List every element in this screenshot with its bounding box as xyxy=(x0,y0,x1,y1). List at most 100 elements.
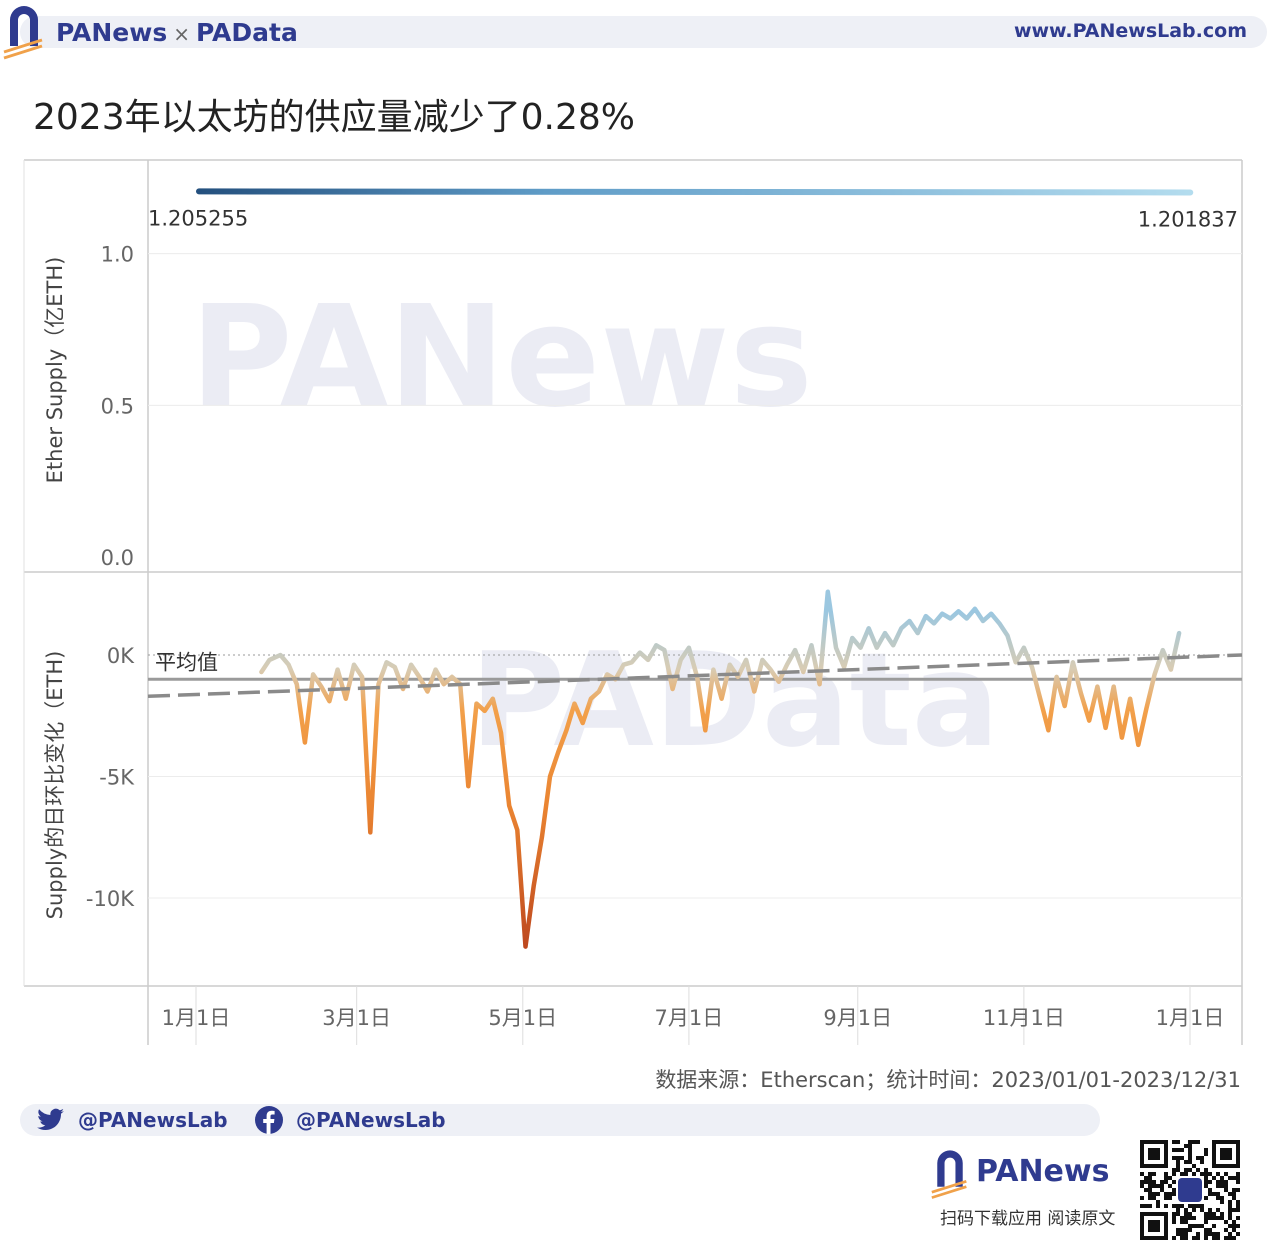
brand-panews: PANews xyxy=(56,18,168,47)
bottom-y-tick-label: -10K xyxy=(86,887,135,911)
qr-module xyxy=(1188,1148,1192,1152)
qr-module xyxy=(1168,1196,1172,1200)
qr-module xyxy=(1220,1216,1224,1220)
qr-module xyxy=(1192,1216,1196,1220)
qr-module xyxy=(1196,1224,1200,1228)
qr-module xyxy=(1176,1168,1180,1172)
qr-module xyxy=(1236,1208,1240,1212)
qr-code-icon[interactable] xyxy=(1140,1140,1240,1240)
qr-module xyxy=(1176,1228,1180,1232)
qr-module xyxy=(1192,1164,1196,1168)
bottom-y-axis-label: Supply的日环比变化（ETH) xyxy=(43,651,67,920)
qr-module xyxy=(1232,1196,1236,1200)
qr-module xyxy=(1176,1164,1180,1168)
qr-module xyxy=(1212,1192,1216,1196)
header-bar xyxy=(20,16,1267,48)
qr-module xyxy=(1204,1172,1208,1176)
daily-change-panel: 0K -5K -10K 平均值 xyxy=(86,589,1243,949)
qr-module xyxy=(1188,1168,1192,1172)
panews-logo-icon xyxy=(931,1150,967,1199)
qr-module xyxy=(1164,1176,1168,1180)
qr-module xyxy=(1184,1212,1188,1216)
qr-module xyxy=(1216,1184,1220,1188)
svg-text:PANews: PANews xyxy=(190,276,813,439)
qr-module xyxy=(1212,1176,1216,1180)
qr-module xyxy=(1192,1172,1196,1176)
qr-module xyxy=(1180,1172,1184,1176)
x-tick-label: 11月1日 xyxy=(983,1006,1065,1030)
qr-module xyxy=(1164,1192,1168,1196)
qr-module xyxy=(1184,1144,1188,1148)
qr-module xyxy=(1236,1224,1240,1228)
qr-module xyxy=(1228,1216,1232,1220)
qr-module xyxy=(1148,1196,1152,1200)
site-link[interactable]: www.PANewsLab.com xyxy=(1013,20,1247,42)
qr-module xyxy=(1156,1192,1160,1196)
x-tick-label: 1月1日 xyxy=(1156,1006,1225,1030)
qr-module xyxy=(1216,1196,1220,1200)
twitter-icon xyxy=(36,1106,66,1134)
qr-module xyxy=(1208,1188,1212,1192)
qr-module xyxy=(1220,1184,1224,1188)
qr-module xyxy=(1208,1192,1212,1196)
qr-module xyxy=(1148,1172,1152,1176)
watermark: PANews PAData xyxy=(190,276,999,776)
qr-module xyxy=(1188,1152,1192,1156)
qr-module xyxy=(1200,1224,1204,1228)
qr-module xyxy=(1180,1232,1184,1236)
brand-padata: PAData xyxy=(196,18,298,47)
qr-module xyxy=(1208,1212,1212,1216)
qr-module xyxy=(1176,1212,1180,1216)
qr-module xyxy=(1236,1172,1240,1176)
social-bar xyxy=(20,1104,1100,1136)
qr-module xyxy=(1228,1208,1232,1212)
qr-module xyxy=(1172,1140,1176,1144)
qr-module xyxy=(1148,1176,1152,1180)
qr-module xyxy=(1228,1212,1232,1216)
qr-module xyxy=(1172,1204,1176,1208)
qr-module xyxy=(1204,1232,1208,1236)
qr-module xyxy=(1160,1184,1164,1188)
qr-module xyxy=(1152,1184,1156,1188)
qr-module xyxy=(1216,1216,1220,1220)
facebook-handle[interactable]: @PANewsLab xyxy=(254,1106,446,1134)
qr-module xyxy=(1200,1208,1204,1212)
qr-module xyxy=(1224,1236,1228,1240)
qr-module xyxy=(1164,1204,1168,1208)
qr-module xyxy=(1220,1212,1224,1216)
qr-module xyxy=(1188,1140,1192,1144)
average-label: 平均值 xyxy=(155,650,218,674)
page-title: 2023年以太坊的供应量减少了0.28% xyxy=(33,97,635,138)
qr-module xyxy=(1228,1224,1232,1228)
qr-module xyxy=(1140,1204,1144,1208)
qr-module xyxy=(1196,1156,1200,1160)
svg-text:PAData: PAData xyxy=(470,624,999,776)
qr-module xyxy=(1196,1168,1200,1172)
qr-module xyxy=(1184,1236,1188,1240)
facebook-handle-text: @PANewsLab xyxy=(296,1108,446,1132)
qr-module xyxy=(1200,1204,1204,1208)
chart-canvas: PANews PAData 1.00.50.01.205255 1.201837 … xyxy=(23,159,1243,1045)
qr-module xyxy=(1216,1232,1220,1236)
qr-module xyxy=(1208,1208,1212,1212)
qr-module xyxy=(1148,1188,1152,1192)
bottom-y-tick-label: 0K xyxy=(107,644,135,668)
qr-module xyxy=(1176,1160,1180,1164)
qr-finder-core xyxy=(1148,1148,1160,1160)
x-tick-label: 5月1日 xyxy=(488,1006,557,1030)
qr-module xyxy=(1236,1200,1240,1204)
qr-module xyxy=(1188,1228,1192,1232)
qr-module xyxy=(1224,1184,1228,1188)
twitter-handle[interactable]: @PANewsLab xyxy=(36,1106,228,1134)
qr-module xyxy=(1188,1216,1192,1220)
qr-module xyxy=(1204,1184,1208,1188)
qr-module xyxy=(1192,1236,1196,1240)
qr-module xyxy=(1232,1192,1236,1196)
qr-module xyxy=(1236,1188,1240,1192)
qr-module xyxy=(1176,1208,1180,1212)
qr-module xyxy=(1232,1220,1236,1224)
qr-module xyxy=(1216,1180,1220,1184)
qr-module xyxy=(1204,1176,1208,1180)
qr-module xyxy=(1144,1176,1148,1180)
qr-module xyxy=(1160,1188,1164,1192)
